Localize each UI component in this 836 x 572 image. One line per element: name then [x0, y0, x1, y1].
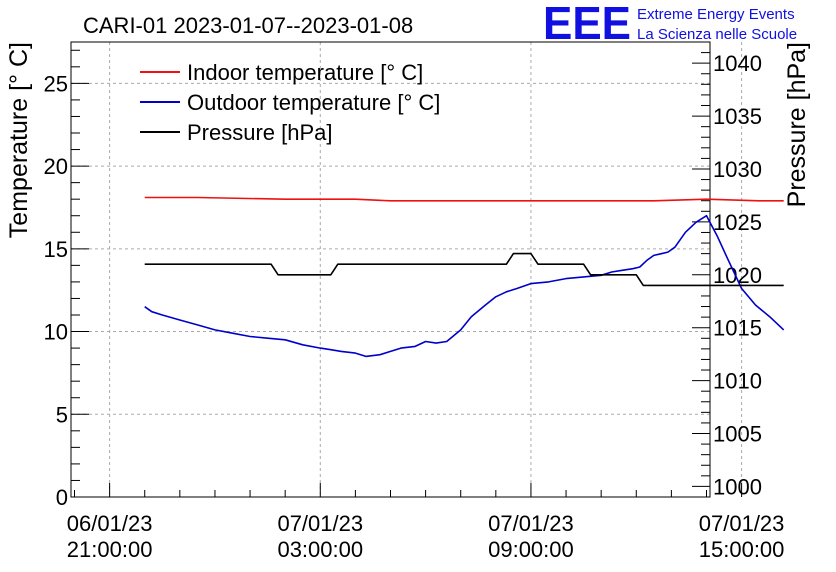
- y-left-tick-label: 20: [44, 154, 68, 179]
- series-line-3: [144, 252, 784, 287]
- y-left-tick-label: 15: [44, 237, 68, 262]
- legend-label-2: Outdoor temperature [° C]: [187, 90, 440, 115]
- y-axis-left-label: Temperature [° C]: [5, 42, 33, 238]
- series-group: [144, 196, 785, 358]
- legend-label-3: Pressure [hPa]: [187, 120, 333, 145]
- series-line-2: [144, 214, 785, 358]
- y-right-tick-label: 1020: [713, 263, 762, 288]
- y-right-tick-label: 1005: [713, 422, 762, 447]
- y-right-tick-label: 1000: [713, 474, 762, 499]
- x-tick-date: 07/01/23: [699, 511, 785, 536]
- y-left-tick-label: 10: [44, 320, 68, 345]
- x-tick-date: 06/01/23: [67, 511, 153, 536]
- y-right-tick-label: 1010: [713, 369, 762, 394]
- legend: Indoor temperature [° C] Outdoor temperat…: [140, 60, 440, 145]
- y-right-tick-label: 1040: [713, 51, 762, 76]
- eee-logo-line2: La Scienza nelle Scuole: [637, 26, 797, 43]
- y-right-tick-label: 1025: [713, 210, 762, 235]
- x-tick-time: 21:00:00: [67, 537, 153, 562]
- series-line-1: [144, 196, 784, 202]
- y-axis-left: 0 5 10 15 20 25: [44, 49, 89, 510]
- y-left-tick-label: 25: [44, 71, 68, 96]
- y-axis-right-label: Pressure [hPa]: [783, 42, 811, 207]
- y-right-tick-label: 1035: [713, 104, 762, 129]
- y-right-tick-label: 1015: [713, 316, 762, 341]
- legend-label-1: Indoor temperature [° C]: [187, 60, 423, 85]
- y-left-tick-label: 0: [56, 485, 68, 510]
- x-tick-date: 07/01/23: [488, 511, 574, 536]
- x-tick-time: 15:00:00: [699, 537, 785, 562]
- eee-logo: EEE Extreme Energy Events La Scienza nel…: [543, 0, 797, 49]
- chart-title: CARI-01 2023-01-07--2023-01-08: [83, 13, 413, 38]
- x-tick-time: 03:00:00: [277, 537, 363, 562]
- grid: [71, 42, 743, 497]
- x-tick-date: 07/01/23: [277, 511, 363, 536]
- y-axis-right: 1000 1005 1010 1015 1020 1025 1030 1035 1040: [692, 41, 762, 499]
- eee-logo-line1: Extreme Energy Events: [637, 6, 795, 23]
- eee-logo-letters: EEE: [543, 0, 631, 49]
- x-tick-time: 09:00:00: [488, 537, 574, 562]
- y-left-tick-label: 5: [56, 402, 68, 427]
- x-axis: 06/01/2321:00:0007/01/2303:00:0007/01/23…: [67, 483, 785, 562]
- y-right-tick-label: 1030: [713, 157, 762, 182]
